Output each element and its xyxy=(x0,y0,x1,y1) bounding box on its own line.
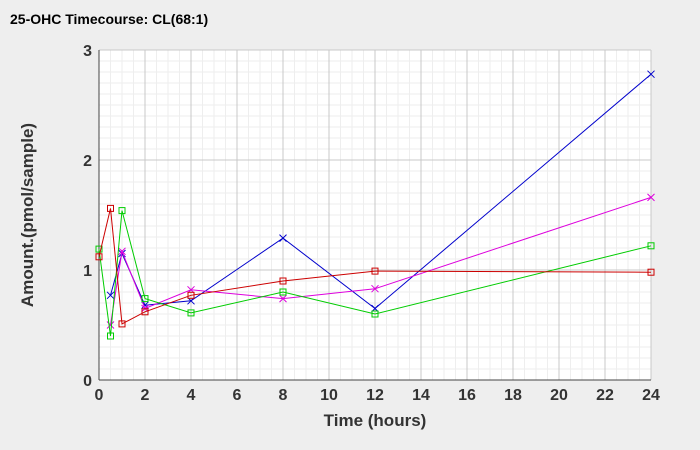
data-point xyxy=(95,245,103,253)
data-point xyxy=(279,234,287,242)
x-tick-label: 16 xyxy=(458,387,476,404)
data-point xyxy=(106,321,115,329)
y-tick-label: 1 xyxy=(83,263,92,280)
series-2 xyxy=(95,207,655,340)
series-line xyxy=(98,208,652,325)
series-layer xyxy=(95,70,655,340)
x-tick-label: 18 xyxy=(504,387,522,404)
data-point xyxy=(187,291,195,299)
data-point xyxy=(647,242,655,250)
data-point xyxy=(279,277,287,285)
data-point xyxy=(95,253,103,261)
series-3 xyxy=(95,204,655,328)
x-tick-label: 0 xyxy=(95,387,104,404)
chart-title: 25-OHC Timecourse: CL(68:1) xyxy=(10,11,208,27)
y-tick-labels: 0 1 2 3 xyxy=(83,43,92,390)
data-point xyxy=(371,267,379,275)
x-tick-label: 24 xyxy=(642,387,660,404)
x-tick-label: 14 xyxy=(412,387,430,404)
data-point xyxy=(279,294,287,303)
data-point xyxy=(279,288,287,296)
x-tick-label: 2 xyxy=(141,387,150,404)
data-point xyxy=(118,247,126,256)
axes xyxy=(98,50,651,381)
data-point xyxy=(647,193,655,202)
data-point xyxy=(107,204,114,212)
data-point xyxy=(647,268,655,276)
x-tick-label: 8 xyxy=(279,387,288,404)
x-tick-label: 20 xyxy=(550,387,568,404)
x-tick-labels: 0 2 4 6 8 10 12 14 16 18 20 22 24 xyxy=(95,387,660,404)
data-point xyxy=(118,207,126,215)
y-tick-label: 0 xyxy=(83,373,92,390)
data-point xyxy=(141,295,149,303)
y-tick-label: 2 xyxy=(83,153,92,170)
x-tick-label: 22 xyxy=(596,387,614,404)
y-axis-label: Amount.(pmol/sample) xyxy=(18,123,37,307)
x-tick-label: 10 xyxy=(320,387,338,404)
data-point xyxy=(371,310,379,318)
data-point xyxy=(141,308,149,316)
series-line xyxy=(98,210,652,337)
x-tick-label: 12 xyxy=(366,387,384,404)
data-point xyxy=(118,320,126,328)
data-point xyxy=(106,291,115,300)
data-point xyxy=(107,332,114,340)
data-point xyxy=(187,309,195,317)
x-tick-label: 6 xyxy=(233,387,242,404)
x-axis-label: Time (hours) xyxy=(324,411,427,430)
data-point xyxy=(647,70,655,79)
data-point xyxy=(371,284,379,293)
x-tick-label: 4 xyxy=(187,387,196,404)
y-tick-label: 3 xyxy=(83,43,92,60)
